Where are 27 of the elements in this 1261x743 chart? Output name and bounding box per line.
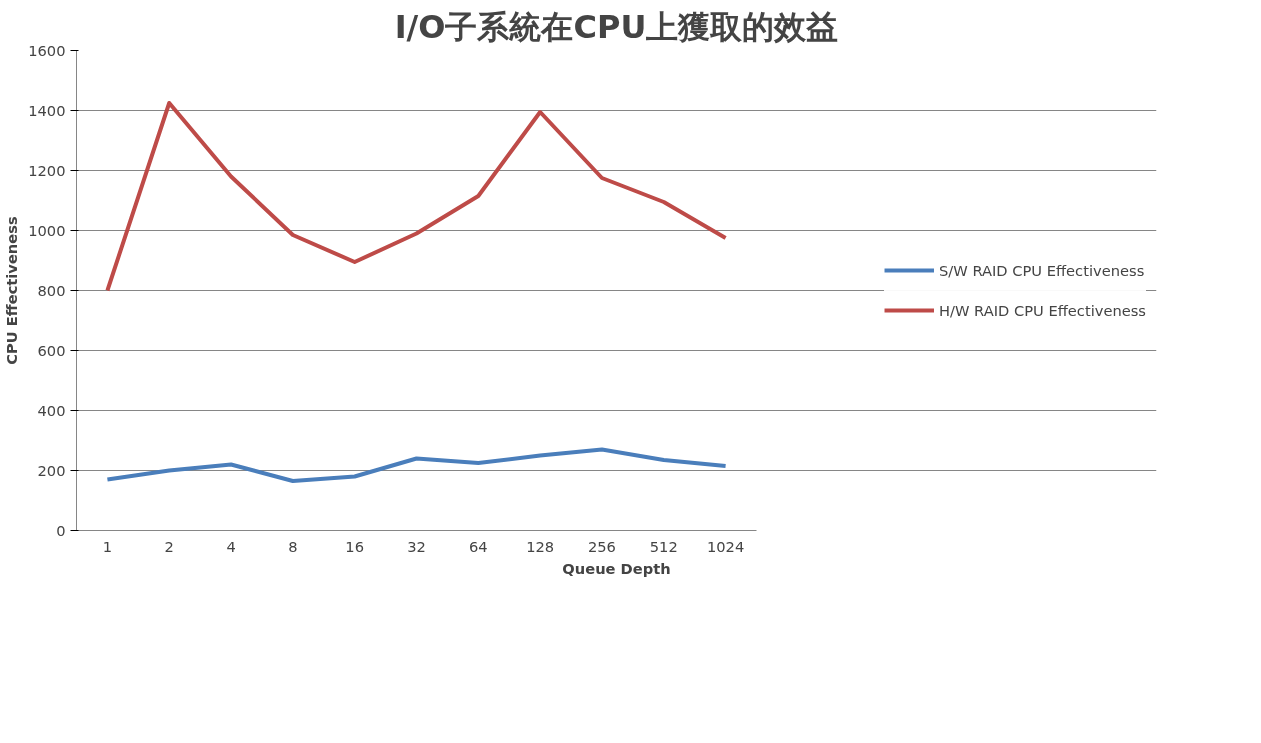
chart-title: I/O子系統在CPU上獲取的效益 <box>394 7 839 46</box>
y-tick-label: 800 <box>37 281 66 299</box>
x-tick-label: 1 <box>102 537 113 555</box>
x-tick-label: 16 <box>345 537 365 555</box>
x-tick-label: 4 <box>226 537 236 555</box>
y-tick-label: 1400 <box>28 101 66 119</box>
line-series <box>105 447 728 483</box>
legend-label: S/W RAID CPU Effectiveness <box>939 261 1145 279</box>
y-tick-label: 0 <box>56 521 66 539</box>
y-tick-label: 1000 <box>28 221 66 239</box>
x-tick-label: 512 <box>649 537 678 555</box>
x-tick-label: 32 <box>407 537 426 555</box>
y-tick-label: 400 <box>37 401 66 419</box>
x-tick-label: 256 <box>587 537 616 555</box>
x-tick-label: 2 <box>164 537 174 555</box>
x-axis-title: Queue Depth <box>562 559 671 577</box>
x-tick-label: 128 <box>526 537 555 555</box>
line-series <box>105 101 728 293</box>
y-tick-label: 1600 <box>28 41 66 59</box>
y-tick-label: 1200 <box>28 161 66 179</box>
y-tick-label: 200 <box>37 461 66 479</box>
x-tick-label: 8 <box>288 537 298 555</box>
x-tick-label: 1024 <box>706 537 745 555</box>
y-axis-title: CPU Effectiveness <box>3 216 21 365</box>
x-tick-label: 64 <box>468 537 488 555</box>
y-tick-label: 600 <box>37 341 66 359</box>
legend-label: H/W RAID CPU Effectiveness <box>939 301 1146 319</box>
